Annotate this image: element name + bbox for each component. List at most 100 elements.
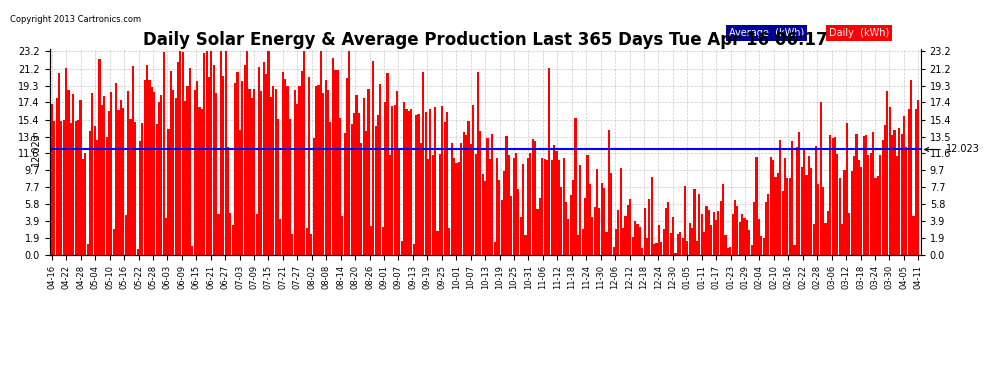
Bar [542, 158, 544, 255]
Bar [50, 104, 52, 255]
Bar [306, 228, 308, 255]
Bar [603, 188, 605, 255]
Bar [910, 80, 912, 255]
Bar [262, 62, 264, 255]
Bar [65, 68, 67, 255]
Bar [544, 159, 545, 255]
Bar [398, 148, 401, 255]
Bar [291, 234, 293, 255]
Bar [510, 196, 513, 255]
Bar [191, 246, 193, 255]
Bar [525, 236, 527, 255]
Bar [565, 202, 567, 255]
Bar [322, 93, 325, 255]
Bar [101, 105, 103, 255]
Bar [843, 170, 845, 255]
Bar [439, 154, 441, 255]
Bar [406, 109, 408, 255]
Bar [777, 172, 779, 255]
Bar [667, 202, 669, 255]
Bar [765, 202, 767, 255]
Bar [58, 73, 60, 255]
Bar [860, 166, 862, 255]
Bar [355, 95, 357, 255]
Bar [53, 121, 55, 255]
Bar [372, 61, 374, 255]
Bar [867, 154, 869, 255]
Bar [594, 207, 596, 255]
Bar [853, 156, 855, 255]
Bar [144, 80, 146, 255]
Bar [320, 51, 322, 255]
Bar [908, 109, 910, 255]
Bar [448, 228, 450, 255]
Bar [120, 100, 122, 255]
Bar [425, 112, 427, 255]
Bar [877, 176, 879, 255]
Bar [532, 140, 534, 255]
Bar [418, 114, 420, 255]
Bar [767, 194, 769, 255]
Bar [462, 132, 464, 255]
Bar [484, 180, 486, 255]
Bar [174, 98, 177, 255]
Bar [669, 232, 672, 255]
Bar [586, 155, 588, 255]
Bar [244, 65, 246, 255]
Bar [215, 93, 217, 255]
Bar [313, 138, 315, 255]
Bar [455, 163, 457, 255]
Bar [167, 129, 169, 255]
Bar [725, 234, 727, 255]
Bar [327, 90, 329, 255]
Bar [530, 153, 532, 255]
Bar [891, 135, 893, 255]
Title: Daily Solar Energy & Average Production Last 365 Days Tue Apr 16 06:17: Daily Solar Energy & Average Production … [143, 31, 828, 49]
Bar [362, 99, 364, 255]
Bar [496, 158, 498, 255]
Bar [637, 224, 639, 255]
Bar [255, 214, 257, 255]
Bar [370, 226, 372, 255]
Bar [232, 225, 234, 255]
Bar [457, 162, 460, 255]
Bar [422, 72, 425, 255]
Bar [503, 171, 505, 255]
Bar [650, 177, 652, 255]
Bar [284, 79, 286, 255]
Bar [165, 217, 167, 255]
Bar [296, 104, 298, 255]
Bar [842, 224, 843, 255]
Bar [815, 146, 817, 255]
Bar [579, 165, 581, 255]
Bar [613, 247, 615, 255]
Bar [267, 51, 269, 255]
Bar [103, 96, 105, 255]
Bar [108, 111, 110, 255]
Bar [242, 81, 244, 255]
Bar [113, 229, 115, 255]
Bar [130, 119, 132, 255]
Bar [303, 51, 305, 255]
Bar [796, 147, 798, 255]
Bar [915, 109, 917, 255]
Bar [420, 143, 422, 255]
Bar [779, 140, 781, 255]
Bar [508, 154, 510, 255]
Bar [791, 141, 793, 255]
Bar [415, 115, 417, 255]
Bar [608, 130, 610, 255]
Bar [615, 230, 617, 255]
Bar [834, 137, 837, 255]
Bar [513, 158, 515, 255]
Bar [158, 102, 160, 255]
Bar [706, 206, 708, 255]
Bar [227, 147, 229, 255]
Bar [694, 189, 696, 255]
Bar [698, 194, 700, 255]
Bar [442, 106, 444, 255]
Bar [672, 217, 674, 255]
Bar [677, 234, 679, 255]
Bar [479, 131, 481, 255]
Bar [250, 98, 252, 255]
